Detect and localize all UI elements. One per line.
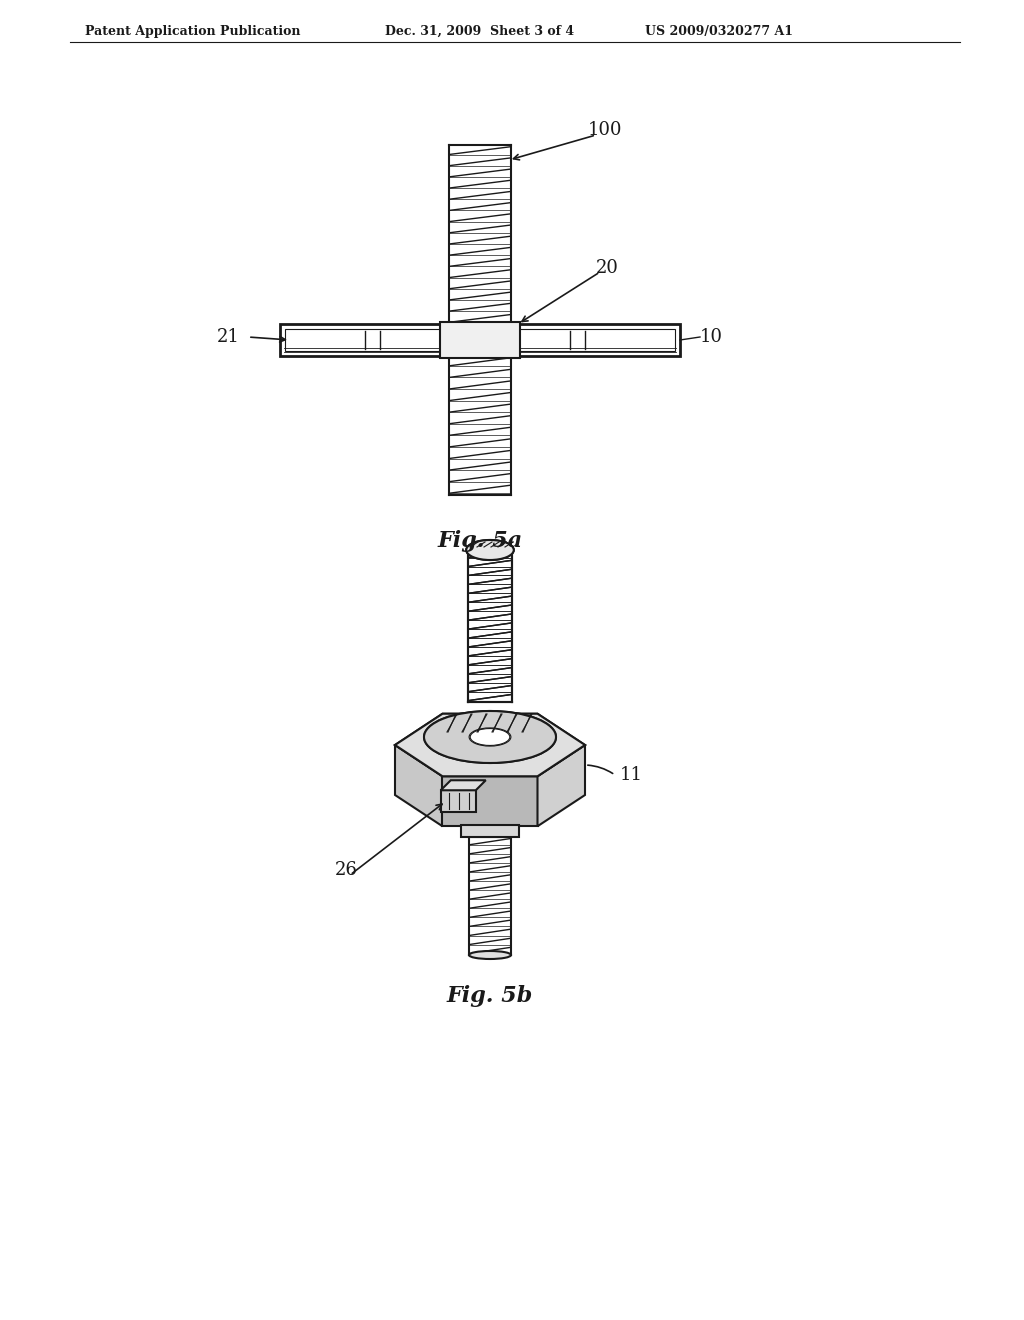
Text: 26: 26 xyxy=(335,861,357,879)
Text: Fig. 5a: Fig. 5a xyxy=(437,531,522,552)
Polygon shape xyxy=(440,322,520,358)
Polygon shape xyxy=(440,791,476,812)
Polygon shape xyxy=(468,550,512,702)
Polygon shape xyxy=(449,145,511,323)
Text: 10: 10 xyxy=(700,327,723,346)
Ellipse shape xyxy=(470,729,510,746)
Text: 21: 21 xyxy=(217,327,240,346)
Polygon shape xyxy=(442,776,538,826)
Polygon shape xyxy=(538,744,585,826)
Ellipse shape xyxy=(469,727,511,746)
Polygon shape xyxy=(461,825,519,837)
Text: Patent Application Publication: Patent Application Publication xyxy=(85,25,300,38)
Polygon shape xyxy=(395,714,585,776)
Polygon shape xyxy=(469,837,511,954)
Text: 100: 100 xyxy=(588,121,623,139)
Polygon shape xyxy=(395,714,585,776)
Ellipse shape xyxy=(466,540,514,560)
Polygon shape xyxy=(395,744,442,826)
Text: US 2009/0320277 A1: US 2009/0320277 A1 xyxy=(645,25,793,38)
Polygon shape xyxy=(280,323,680,356)
Polygon shape xyxy=(440,780,485,791)
Ellipse shape xyxy=(424,711,556,763)
Ellipse shape xyxy=(424,711,556,763)
Text: Dec. 31, 2009  Sheet 3 of 4: Dec. 31, 2009 Sheet 3 of 4 xyxy=(385,25,574,38)
Text: 20: 20 xyxy=(596,259,618,277)
Ellipse shape xyxy=(466,540,514,560)
Text: Fig. 5b: Fig. 5b xyxy=(446,985,534,1007)
Polygon shape xyxy=(468,550,512,702)
Polygon shape xyxy=(449,356,511,495)
Text: 11: 11 xyxy=(620,766,643,784)
Ellipse shape xyxy=(469,950,511,960)
